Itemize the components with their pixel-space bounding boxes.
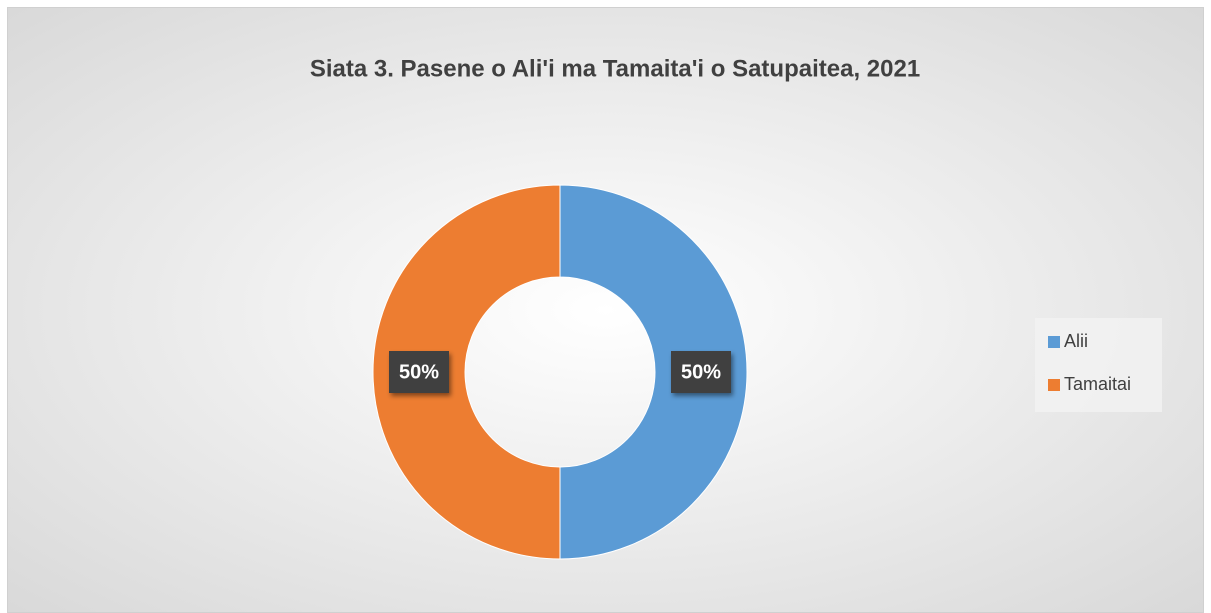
legend-swatch (1048, 336, 1060, 348)
donut-slice (372, 184, 561, 560)
data-label: 50% (399, 361, 439, 383)
chart-title: Siata 3. Pasene o Ali'i ma Tamaita'i o S… (310, 55, 920, 82)
data-label-box (389, 351, 449, 393)
legend-label: Tamaitai (1064, 374, 1131, 394)
legend-box (1035, 318, 1162, 412)
legend-label: Alii (1064, 331, 1088, 351)
data-label-box (671, 351, 731, 393)
donut-slice (559, 184, 748, 560)
legend-swatch (1048, 379, 1060, 391)
data-label: 50% (681, 361, 721, 383)
